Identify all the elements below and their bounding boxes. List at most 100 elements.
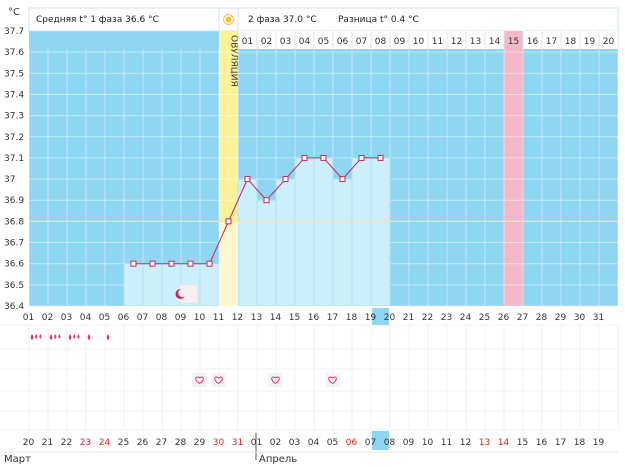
calendar-date-label: 24 (99, 438, 111, 448)
temperature-point (130, 260, 137, 267)
y-tick-label: 37.7 (4, 27, 24, 37)
highlighted-day-column (504, 31, 523, 306)
calendar-date-label: 27 (156, 438, 167, 448)
selected-day-marker (372, 308, 389, 325)
cycle-day-label: 03 (61, 313, 72, 323)
calendar-date-label: 30 (213, 438, 225, 448)
phase2-day-label: 15 (508, 37, 519, 47)
phase1-average: Средняя t° 1 фаза 36.6 °C (36, 15, 159, 25)
calendar-date-label: 18 (574, 438, 586, 448)
calendar-date-label: 12 (460, 438, 471, 448)
cycle-day-label: 12 (232, 313, 243, 323)
y-tick-label: 37.1 (4, 154, 24, 164)
cycle-day-label: 01 (23, 313, 34, 323)
cycle-day-label: 24 (460, 313, 472, 323)
cycle-day-label: 22 (422, 313, 433, 323)
cycle-day-label: 27 (517, 313, 528, 323)
y-tick-label: 36.5 (4, 281, 24, 291)
phase2-day-label: 02 (261, 37, 272, 47)
temperature-point (225, 218, 232, 225)
selected-date-marker (372, 431, 389, 450)
phase2-day-label: 13 (470, 37, 481, 47)
cycle-day-label: 18 (346, 313, 358, 323)
y-tick-label: 37 (4, 175, 15, 185)
temperature-point (377, 154, 384, 161)
calendar-date-label: 15 (517, 438, 528, 448)
cycle-day-label: 30 (574, 313, 586, 323)
temperature-bar (294, 157, 315, 307)
month-label-april: Апрель (259, 454, 297, 465)
calendar-date-label: 09 (403, 438, 415, 448)
cycle-day-label: 20 (384, 313, 396, 323)
symbols-area (29, 306, 618, 430)
cycle-day-label: 26 (498, 313, 510, 323)
temperature-bar (370, 157, 391, 307)
sun-icon (223, 14, 234, 25)
temperature-bar (161, 263, 182, 307)
cycle-day-label: 08 (156, 313, 168, 323)
month-label-march: Март (4, 454, 31, 465)
phase2-day-label: 16 (527, 37, 539, 47)
y-tick-label: 36.7 (4, 239, 24, 249)
cycle-day-label: 02 (42, 313, 53, 323)
calendar-date-label: 31 (232, 438, 243, 448)
temperature-bar (237, 178, 258, 307)
flow-drop-icon (30, 334, 42, 340)
phase2-day-label: 05 (318, 37, 329, 47)
phase2-day-label: 11 (432, 37, 443, 47)
calendar-date-label: 19 (593, 438, 605, 448)
cycle-day-label: 05 (99, 313, 110, 323)
temperature-bar (275, 178, 296, 307)
temperature-point (206, 260, 213, 267)
temperature-point (263, 197, 270, 204)
temperature-bar (332, 178, 353, 307)
temperature-bar (123, 263, 144, 307)
cycle-day-label: 13 (251, 313, 262, 323)
temperature-bar (256, 199, 277, 307)
phase2-average: 2 фаза 37.0 °C (248, 15, 317, 25)
calendar-date-label: 14 (498, 438, 510, 448)
temperature-point (301, 154, 308, 161)
cycle-day-label: 21 (403, 313, 414, 323)
y-tick-label: 37.5 (4, 69, 24, 79)
calendar-date-label: 22 (61, 438, 72, 448)
calendar-date-label: 04 (308, 438, 320, 448)
heart-icon (325, 373, 340, 387)
heart-icon (268, 373, 283, 387)
cycle-day-label: 15 (289, 313, 300, 323)
calendar-date-label: 29 (194, 438, 206, 448)
calendar-date-label: 17 (555, 438, 566, 448)
cycle-day-label: 19 (365, 313, 377, 323)
cycle-day-label: 17 (327, 313, 338, 323)
ovulation-label: ОВУЛЯЦИЯ (229, 35, 239, 87)
heart-icon (211, 373, 226, 387)
y-tick-label: 36.8 (4, 217, 24, 227)
phase2-day-label: 07 (356, 37, 367, 47)
y-axis-unit: °C (8, 7, 20, 18)
phase2-day-label: 12 (451, 37, 462, 47)
temperature-point (168, 260, 175, 267)
phase2-day-label: 04 (299, 37, 311, 47)
y-tick-label: 37.6 (4, 48, 24, 58)
cycle-day-label: 29 (555, 313, 567, 323)
phase2-day-label: 14 (489, 37, 501, 47)
calendar-date-label: 07 (365, 438, 376, 448)
temperature-point (187, 260, 194, 267)
phase2-day-label: 01 (242, 37, 253, 47)
temperature-bar (351, 157, 372, 307)
heart-icon (192, 373, 207, 387)
phase2-day-label: 19 (584, 37, 596, 47)
temperature-series-line (133, 157, 381, 265)
cycle-day-label: 23 (441, 313, 452, 323)
calendar-date-label: 06 (346, 438, 358, 448)
calendar-date-label: 13 (479, 438, 490, 448)
calendar-date-label: 20 (23, 438, 35, 448)
phase2-day-label: 10 (413, 37, 425, 47)
flow-drop-icon (68, 334, 80, 340)
temperature-bar (142, 263, 163, 307)
calendar-date-label: 03 (289, 438, 300, 448)
cycle-day-label: 07 (137, 313, 148, 323)
temperature-point (320, 154, 327, 161)
temperature-point (244, 176, 251, 183)
calendar-date-label: 23 (80, 438, 91, 448)
